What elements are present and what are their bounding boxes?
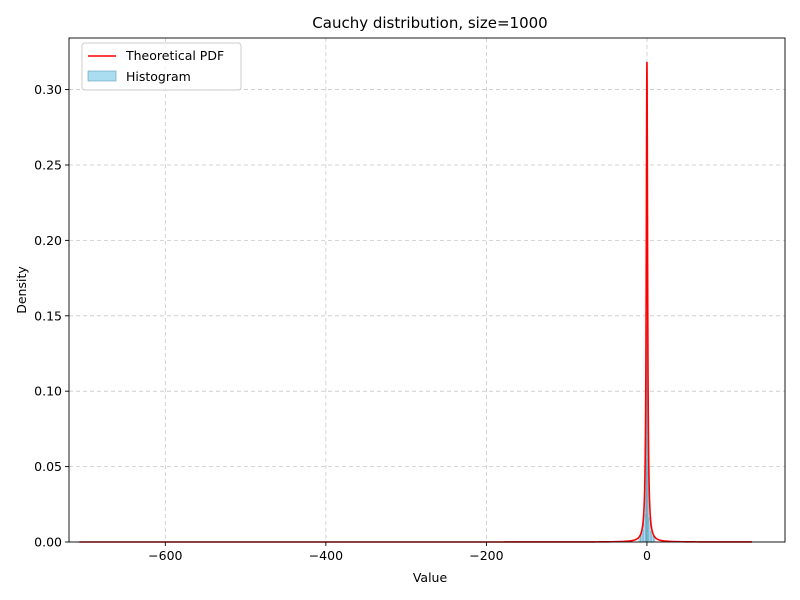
legend-label-pdf: Theoretical PDF bbox=[125, 48, 224, 63]
legend-label-histogram: Histogram bbox=[126, 69, 191, 84]
y-tick-label: 0.30 bbox=[34, 82, 62, 97]
x-tick-label: 0 bbox=[643, 548, 651, 563]
histogram-bar bbox=[641, 529, 644, 543]
histogram-bar bbox=[648, 517, 651, 543]
grid bbox=[69, 38, 785, 543]
y-tick-label: 0.00 bbox=[34, 535, 62, 550]
y-tick-label: 0.10 bbox=[34, 384, 62, 399]
x-axis-ticks: −600 −400 −200 0 bbox=[148, 542, 651, 563]
histogram-bar bbox=[651, 535, 654, 543]
y-tick-label: 0.20 bbox=[34, 233, 62, 248]
legend: Theoretical PDF Histogram bbox=[81, 42, 242, 91]
plot-frame bbox=[68, 37, 786, 543]
y-axis-ticks: 0.00 0.05 0.10 0.15 0.20 0.25 0.30 bbox=[34, 82, 69, 550]
x-tick-label: −200 bbox=[469, 548, 503, 563]
histogram-bar bbox=[649, 531, 652, 543]
y-tick-label: 0.15 bbox=[34, 308, 62, 323]
y-tick-label: 0.05 bbox=[34, 459, 62, 474]
x-tick-label: −400 bbox=[309, 548, 343, 563]
legend-hist-swatch bbox=[87, 70, 117, 82]
pdf-line bbox=[79, 61, 753, 543]
chart-title: Cauchy distribution, size=1000 bbox=[312, 14, 547, 32]
legend-box bbox=[81, 42, 242, 91]
x-tick-label: −600 bbox=[148, 548, 182, 563]
histogram-bars bbox=[638, 323, 656, 543]
y-tick-label: 0.25 bbox=[34, 157, 62, 172]
x-axis-label: Value bbox=[413, 570, 448, 585]
y-axis-label: Density bbox=[14, 266, 29, 314]
